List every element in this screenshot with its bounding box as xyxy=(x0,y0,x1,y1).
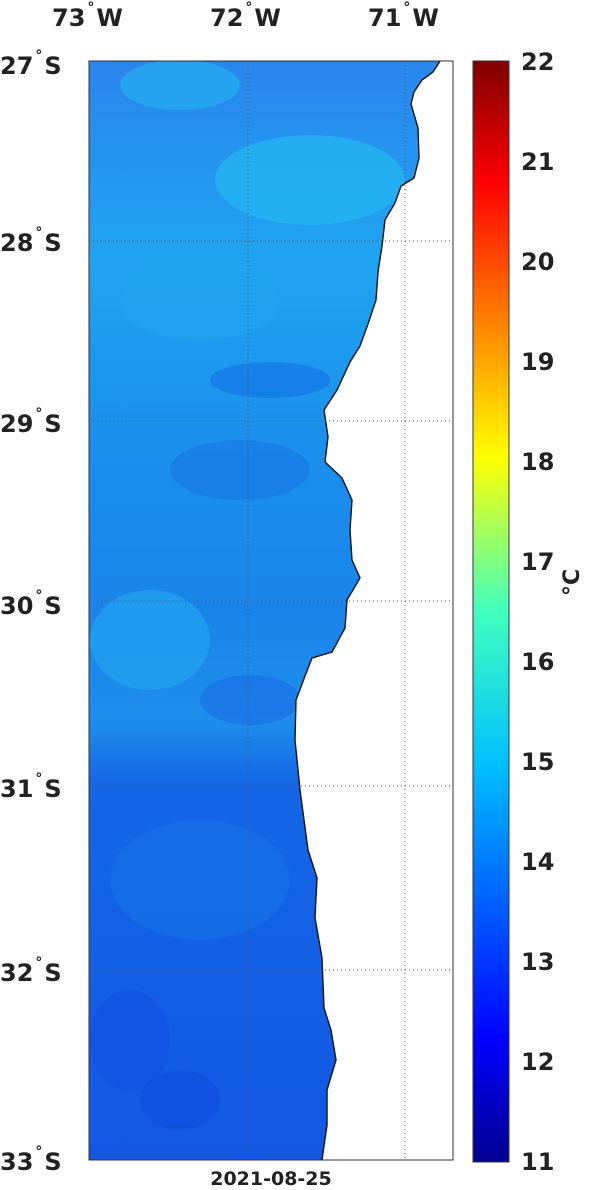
colorbar-unit-label: °C xyxy=(560,568,585,596)
lon-label-71w: 71 °W xyxy=(368,0,439,32)
colorbar-tick: 20 xyxy=(521,248,555,276)
colorbar-tick: 14 xyxy=(521,848,555,876)
lat-label-28s: 28 °S xyxy=(0,225,62,257)
colorbar-tick: 15 xyxy=(521,748,555,776)
lat-label-27s: 27 °S xyxy=(0,48,62,80)
colorbar-tick: 16 xyxy=(521,648,555,676)
lat-label-32s: 32 °S xyxy=(0,955,62,987)
lon-label-72w: 72 °W xyxy=(210,0,281,32)
colorbar-tick: 19 xyxy=(521,348,555,376)
lat-label-33s: 33 °S xyxy=(0,1144,62,1176)
lat-label-29s: 29 °S xyxy=(0,406,62,438)
lat-label-31s: 31 °S xyxy=(0,771,62,803)
colorbar-tick: 13 xyxy=(521,948,555,976)
colorbar-tick: 11 xyxy=(521,1148,555,1176)
lat-label-30s: 30 °S xyxy=(0,588,62,620)
colorbar-tick: 22 xyxy=(521,48,555,76)
coastline xyxy=(294,60,441,1161)
colorbar-tick: 12 xyxy=(521,1048,555,1076)
map-date-label: 2021-08-25 xyxy=(210,1168,332,1190)
map-border xyxy=(88,60,454,1161)
colorbar-tick: 17 xyxy=(521,548,555,576)
colorbar xyxy=(472,60,510,1163)
graticule xyxy=(89,61,453,1160)
colorbar-tick: 21 xyxy=(521,148,555,176)
lon-label-73w: 73 °W xyxy=(52,0,123,32)
colorbar-tick: 18 xyxy=(521,448,555,476)
